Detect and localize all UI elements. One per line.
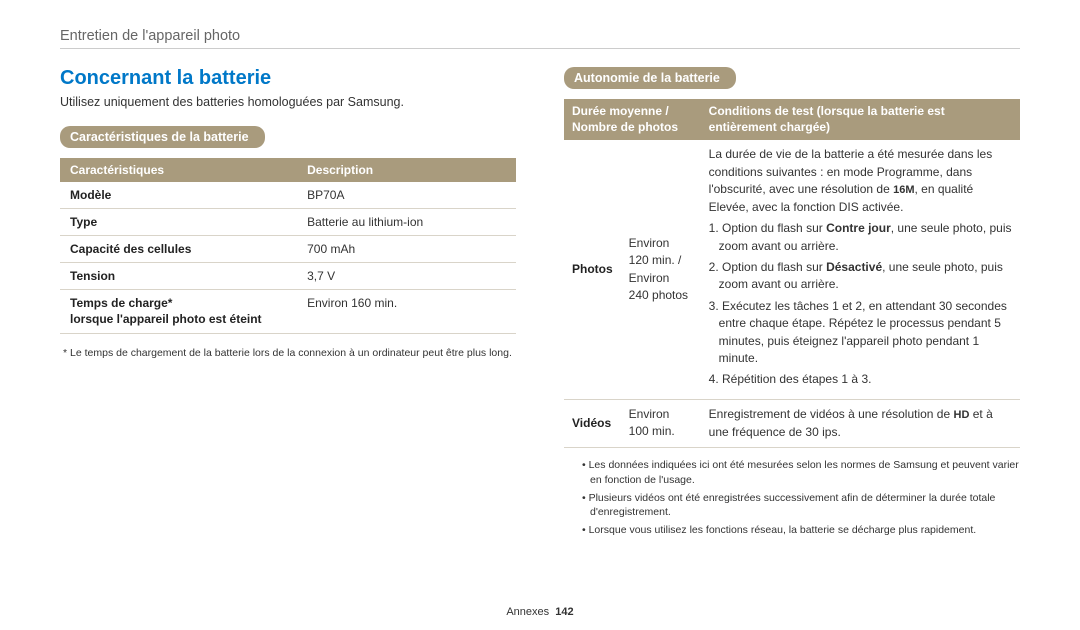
spec-header-col1: Caractéristiques bbox=[60, 158, 297, 182]
footer-label: Annexes bbox=[506, 606, 549, 618]
spec-value: Environ 160 min. bbox=[297, 290, 516, 333]
content-columns: Concernant la batterie Utilisez uniqueme… bbox=[60, 67, 1020, 541]
spec-label: Type bbox=[60, 208, 297, 235]
cond-step4: 4. Répétition des étapes 1 à 3. bbox=[709, 371, 1012, 388]
list-item: Lorsque vous utilisez les fonctions rése… bbox=[582, 523, 1020, 538]
spec-value: Batterie au lithium-ion bbox=[297, 208, 516, 235]
list-item: Les données indiquées ici ont été mesuré… bbox=[582, 458, 1020, 487]
table-row: Photos Environ 120 min. / Environ 240 ph… bbox=[564, 140, 1020, 399]
spec-label: Capacité des cellules bbox=[60, 235, 297, 262]
row-cond-photos: La durée de vie de la batterie a été mes… bbox=[701, 140, 1020, 399]
table-row: Vidéos Environ 100 min. Enregistrement d… bbox=[564, 399, 1020, 447]
row-cond-videos: Enregistrement de vidéos à une résolutio… bbox=[701, 399, 1020, 447]
spec-value: 3,7 V bbox=[297, 263, 516, 290]
spec-header-row: Caractéristiques Description bbox=[60, 158, 516, 182]
battery-header-row: Durée moyenne / Nombre de photos Conditi… bbox=[564, 99, 1020, 140]
spec-label: Temps de charge* lorsque l'appareil phot… bbox=[60, 290, 297, 333]
battery-header-col2: Conditions de test (lorsque la batterie … bbox=[701, 99, 1020, 140]
resolution-icon: HD bbox=[954, 409, 970, 421]
battery-table: Durée moyenne / Nombre de photos Conditi… bbox=[564, 99, 1020, 448]
spec-table: Caractéristiques Description Modèle BP70… bbox=[60, 158, 516, 334]
cond-intro: La durée de vie de la batterie a été mes… bbox=[709, 146, 1012, 216]
row-label-videos: Vidéos bbox=[564, 399, 621, 447]
hdr-line: Durée moyenne / bbox=[572, 104, 669, 118]
spec-value: 700 mAh bbox=[297, 235, 516, 262]
cond-step2: 2. Option du flash sur Désactivé, une se… bbox=[709, 259, 1012, 294]
table-row: Modèle BP70A bbox=[60, 182, 516, 209]
row-label-photos: Photos bbox=[564, 140, 621, 399]
intro-text: Utilisez uniquement des batteries homolo… bbox=[60, 94, 516, 112]
spec-label-sub: lorsque l'appareil photo est éteint bbox=[70, 312, 262, 326]
left-column: Concernant la batterie Utilisez uniqueme… bbox=[60, 67, 516, 541]
row-mid-photos: Environ 120 min. / Environ 240 photos bbox=[621, 140, 701, 399]
battery-badge: Autonomie de la batterie bbox=[564, 67, 736, 89]
txt: Enregistrement de vidéos à une résolutio… bbox=[709, 407, 954, 421]
spec-value: BP70A bbox=[297, 182, 516, 209]
spec-label-main: Temps de charge* bbox=[70, 296, 172, 310]
page-header: Entretien de l'appareil photo bbox=[60, 28, 1020, 44]
cond-step3: 3. Exécutez les tâches 1 et 2, en attend… bbox=[709, 298, 1012, 368]
spec-label: Tension bbox=[60, 263, 297, 290]
spec-label: Modèle bbox=[60, 182, 297, 209]
notes-list: Les données indiquées ici ont été mesuré… bbox=[564, 458, 1020, 537]
row-mid-videos: Environ 100 min. bbox=[621, 399, 701, 447]
header-rule bbox=[60, 48, 1020, 49]
txt: 1. Option du flash sur bbox=[709, 221, 826, 235]
cond-step1: 1. Option du flash sur Contre jour, une … bbox=[709, 220, 1012, 255]
bold-txt: Contre jour bbox=[826, 221, 891, 235]
right-column: Autonomie de la batterie Durée moyenne /… bbox=[564, 67, 1020, 541]
spec-badge: Caractéristiques de la batterie bbox=[60, 126, 265, 148]
bold-txt: Désactivé bbox=[826, 260, 882, 274]
spec-header-col2: Description bbox=[297, 158, 516, 182]
footnote: * Le temps de chargement de la batterie … bbox=[60, 346, 516, 360]
table-row: Temps de charge* lorsque l'appareil phot… bbox=[60, 290, 516, 333]
table-row: Capacité des cellules 700 mAh bbox=[60, 235, 516, 262]
section-title: Concernant la batterie bbox=[60, 67, 516, 90]
resolution-icon: 16M bbox=[893, 184, 914, 196]
hdr-line: Conditions de test (lorsque la batterie … bbox=[709, 104, 945, 118]
battery-header-col1: Durée moyenne / Nombre de photos bbox=[564, 99, 701, 140]
list-item: Plusieurs vidéos ont été enregistrées su… bbox=[582, 491, 1020, 520]
table-row: Tension 3,7 V bbox=[60, 263, 516, 290]
txt: 2. Option du flash sur bbox=[709, 260, 826, 274]
hdr-line: Nombre de photos bbox=[572, 120, 678, 134]
page-footer: Annexes 142 bbox=[0, 606, 1080, 618]
hdr-line: entièrement chargée) bbox=[709, 120, 830, 134]
page-number: 142 bbox=[555, 606, 573, 618]
table-row: Type Batterie au lithium-ion bbox=[60, 208, 516, 235]
